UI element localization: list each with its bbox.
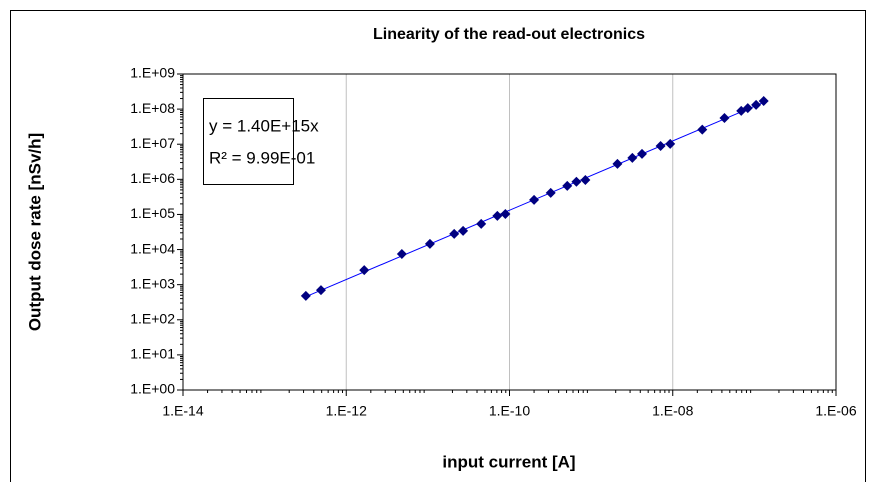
y-tick-label: 1.E+03 — [130, 275, 175, 291]
annotation: R² = 9.99E-01 — [209, 148, 315, 167]
data-point — [571, 176, 582, 187]
data-point — [424, 238, 435, 249]
y-tick-label: 1.E+05 — [130, 205, 175, 221]
data-point — [751, 99, 762, 110]
data-point — [627, 152, 638, 163]
data-point — [665, 138, 676, 149]
chart-title: Linearity of the read-out electronics — [373, 26, 645, 43]
data-point — [612, 158, 623, 169]
x-tick-label: 1.E-08 — [652, 403, 693, 419]
data-point — [500, 208, 511, 219]
data-point — [492, 210, 503, 221]
data-point — [529, 194, 540, 205]
data-point — [396, 248, 407, 259]
data-point — [580, 174, 591, 185]
data-point — [315, 285, 326, 296]
data-point — [300, 290, 311, 301]
y-tick-label: 1.E+04 — [130, 240, 175, 256]
data-point — [545, 187, 556, 198]
plot-border — [182, 73, 837, 391]
y-tick-label: 1.E+07 — [130, 135, 175, 151]
x-tick-label: 1.E-10 — [489, 403, 530, 419]
y-tick-label: 1.E+01 — [130, 346, 175, 362]
data-point — [562, 180, 573, 191]
y-tick-label: 1.E+06 — [130, 170, 175, 186]
x-tick-label: 1.E-12 — [326, 403, 367, 419]
y-tick-label: 1.E+09 — [130, 65, 175, 81]
data-point — [758, 96, 769, 107]
data-point — [636, 148, 647, 159]
y-axis-title: Output dose rate [nSv/h] — [25, 133, 44, 331]
data-point — [458, 225, 469, 236]
data-point — [742, 103, 753, 114]
data-point — [719, 112, 730, 123]
annotation-box — [203, 98, 294, 185]
y-tick-label: 1.E+08 — [130, 100, 175, 116]
x-tick-label: 1.E-14 — [162, 403, 203, 419]
data-point — [476, 218, 487, 229]
data-point — [655, 140, 666, 151]
data-point — [697, 124, 708, 135]
x-tick-label: 1.E-06 — [815, 403, 856, 419]
annotation: y = 1.40E+15x — [209, 116, 319, 135]
y-tick-label: 1.E+02 — [130, 310, 175, 326]
y-tick-label: 1.E+00 — [130, 381, 175, 397]
x-axis-title: input current [A] — [442, 452, 575, 471]
data-point — [359, 265, 370, 276]
data-point — [449, 228, 460, 239]
